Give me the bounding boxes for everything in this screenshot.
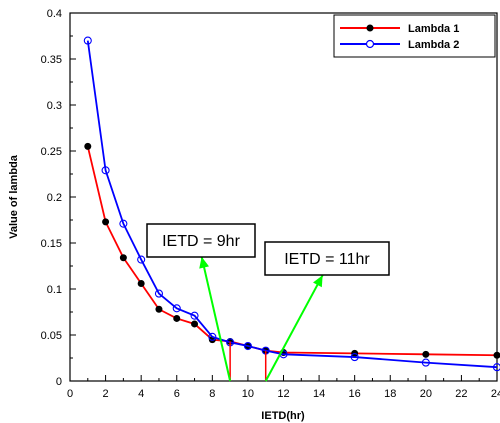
data-point-lambda2 [83, 36, 92, 45]
x-tick-label: 18 [384, 388, 396, 400]
x-tick-label: 12 [277, 388, 289, 400]
data-point-lambda1 [84, 142, 92, 150]
data-point-lambda2 [154, 289, 164, 298]
y-tick-label: 0.1 [47, 284, 62, 296]
data-point-lambda2 [492, 363, 500, 372]
data-point-lambda1 [422, 350, 430, 358]
annotation-box-9hr [146, 223, 256, 258]
data-point-lambda2 [208, 332, 217, 341]
data-point-lambda2 [190, 311, 199, 320]
y-tick-label: 0.15 [41, 238, 62, 250]
data-point-lambda1 [137, 279, 145, 287]
data-point-lambda2 [172, 304, 181, 313]
annotation-box-11hr [264, 241, 390, 276]
series-line-lambda2 [86, 40, 498, 369]
plot-area [69, 12, 498, 382]
x-tick-label: 0 [67, 388, 73, 400]
x-tick-label: 24 [491, 388, 500, 400]
legend-label-lambda1: Lambda 1 [408, 23, 459, 35]
x-tick-label: 2 [103, 388, 109, 400]
annotation-arrow-line [264, 274, 324, 382]
legend: Lambda 1 Lambda 2 [333, 14, 496, 58]
data-point-lambda1 [173, 314, 181, 322]
y-tick-label: 0.3 [47, 100, 62, 112]
legend-marker-lambda1 [366, 24, 374, 32]
x-tick-label: 6 [174, 388, 180, 400]
x-tick-label: 4 [138, 388, 144, 400]
y-tick-label: 0.35 [41, 54, 62, 66]
x-tick-label: 10 [242, 388, 254, 400]
axis-ticks: 02468101214161820222400.050.10.150.20.25… [41, 8, 500, 400]
annotation-label-9hr: IETD = 9hr [162, 233, 240, 250]
x-tick-label: 16 [349, 388, 361, 400]
annotation-arrowhead [199, 256, 209, 269]
data-point-lambda2 [101, 166, 110, 175]
data-point-lambda2 [119, 219, 128, 228]
y-axis-title: Value of lambda [8, 154, 20, 239]
x-tick-label: 8 [209, 388, 215, 400]
data-point-lambda2 [243, 341, 252, 351]
y-tick-label: 0.2 [47, 192, 62, 204]
x-tick-label: 20 [420, 388, 432, 400]
annotation-label-11hr: IETD = 11hr [284, 251, 370, 268]
data-point-lambda1 [119, 254, 127, 262]
data-point-lambda2 [137, 255, 146, 264]
x-tick-label: 22 [455, 388, 467, 400]
series-layer [83, 36, 500, 372]
y-tick-label: 0.05 [41, 330, 62, 342]
data-point-lambda1 [155, 305, 163, 313]
x-axis-title: IETD(hr) [261, 410, 305, 422]
data-point-lambda1 [102, 218, 110, 226]
data-point-lambda1 [191, 320, 199, 328]
annotations-layer [199, 256, 324, 382]
data-point-lambda2 [421, 358, 430, 367]
annotation-arrowhead [313, 275, 323, 288]
legend-marker-lambda2 [365, 39, 375, 49]
annotation-arrow-line [200, 256, 232, 382]
data-point-lambda1 [493, 351, 500, 359]
y-tick-label: 0.4 [47, 8, 62, 20]
y-tick-label: 0 [56, 376, 62, 388]
y-tick-label: 0.25 [41, 146, 62, 158]
legend-label-lambda2: Lambda 2 [408, 39, 459, 51]
x-tick-label: 14 [313, 388, 325, 400]
legend-box [333, 14, 496, 58]
data-point-lambda2 [350, 353, 359, 362]
